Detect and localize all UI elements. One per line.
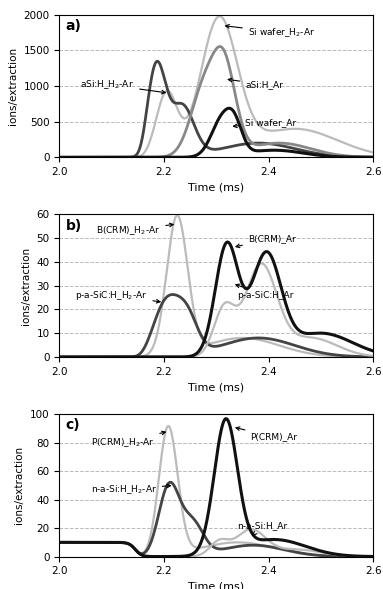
Text: P(CRM)_Ar: P(CRM)_Ar — [236, 427, 298, 441]
Text: c): c) — [65, 418, 80, 432]
Text: p-a-SiC:H_H$_2$-Ar: p-a-SiC:H_H$_2$-Ar — [75, 289, 160, 303]
Text: P(CRM)_H$_2$-Ar: P(CRM)_H$_2$-Ar — [91, 431, 165, 449]
Text: n-a-Si:H_Ar: n-a-Si:H_Ar — [237, 521, 288, 535]
Text: p-a-SiC:H_Ar: p-a-SiC:H_Ar — [236, 284, 294, 300]
Text: n-a-Si:H_H$_2$-Ar: n-a-Si:H_H$_2$-Ar — [91, 483, 170, 496]
Text: b): b) — [65, 219, 82, 233]
Text: B(CRM)_H$_2$-Ar: B(CRM)_H$_2$-Ar — [96, 223, 173, 237]
X-axis label: Time (ms): Time (ms) — [188, 582, 244, 589]
Y-axis label: ions/extraction: ions/extraction — [8, 47, 18, 125]
Y-axis label: ions/extraction: ions/extraction — [15, 446, 25, 524]
Y-axis label: ions/extraction: ions/extraction — [21, 247, 31, 325]
Text: aSi:H_H$_2$-Ar: aSi:H_H$_2$-Ar — [80, 78, 165, 94]
Text: aSi:H_Ar: aSi:H_Ar — [228, 78, 283, 89]
X-axis label: Time (ms): Time (ms) — [188, 382, 244, 392]
Text: B(CRM)_Ar: B(CRM)_Ar — [236, 234, 296, 247]
X-axis label: Time (ms): Time (ms) — [188, 183, 244, 193]
Text: a): a) — [65, 19, 82, 33]
Text: Si wafer_H$_2$-Ar: Si wafer_H$_2$-Ar — [226, 25, 315, 39]
Text: Si wafer_Ar: Si wafer_Ar — [234, 118, 296, 128]
